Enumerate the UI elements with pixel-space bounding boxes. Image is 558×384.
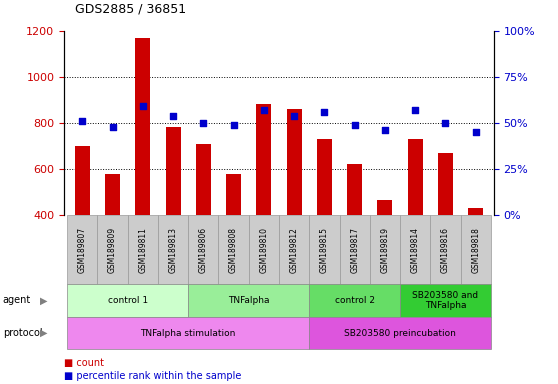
- Bar: [219, 215, 249, 284]
- Text: agent: agent: [3, 295, 31, 306]
- Bar: [196, 144, 211, 215]
- Bar: [400, 284, 491, 317]
- Point: [229, 122, 238, 128]
- Bar: [279, 215, 309, 284]
- Bar: [370, 215, 400, 284]
- Bar: [256, 104, 271, 215]
- Text: ▶: ▶: [40, 328, 47, 338]
- Point: [199, 120, 208, 126]
- Text: GSM189810: GSM189810: [259, 227, 268, 273]
- Bar: [67, 284, 188, 317]
- Point: [290, 113, 299, 119]
- Bar: [339, 215, 370, 284]
- Bar: [309, 284, 400, 317]
- Text: SB203580 and
TNFalpha: SB203580 and TNFalpha: [412, 291, 478, 310]
- Point: [411, 107, 420, 113]
- Point: [381, 127, 389, 133]
- Bar: [166, 127, 181, 215]
- Point: [259, 107, 268, 113]
- Point: [78, 118, 87, 124]
- Text: GSM189806: GSM189806: [199, 227, 208, 273]
- Bar: [400, 215, 430, 284]
- Text: ▶: ▶: [40, 295, 47, 306]
- Point: [350, 122, 359, 128]
- Text: protocol: protocol: [3, 328, 42, 338]
- Point: [138, 103, 147, 109]
- Point: [471, 129, 480, 135]
- Bar: [98, 215, 128, 284]
- Point: [169, 113, 177, 119]
- Text: ■ percentile rank within the sample: ■ percentile rank within the sample: [64, 371, 242, 381]
- Point: [441, 120, 450, 126]
- Bar: [249, 215, 279, 284]
- Bar: [67, 317, 309, 349]
- Bar: [377, 200, 392, 215]
- Bar: [309, 215, 339, 284]
- Bar: [188, 215, 219, 284]
- Text: GDS2885 / 36851: GDS2885 / 36851: [75, 2, 186, 15]
- Bar: [347, 164, 362, 215]
- Text: GSM189808: GSM189808: [229, 227, 238, 273]
- Bar: [430, 215, 460, 284]
- Bar: [317, 139, 332, 215]
- Text: GSM189814: GSM189814: [411, 227, 420, 273]
- Text: GSM189817: GSM189817: [350, 227, 359, 273]
- Text: GSM189812: GSM189812: [290, 227, 299, 273]
- Bar: [468, 208, 483, 215]
- Text: GSM189815: GSM189815: [320, 227, 329, 273]
- Text: GSM189811: GSM189811: [138, 227, 147, 273]
- Text: TNFalpha: TNFalpha: [228, 296, 270, 305]
- Text: GSM189813: GSM189813: [169, 227, 177, 273]
- Text: GSM189818: GSM189818: [471, 227, 480, 273]
- Text: control 2: control 2: [335, 296, 374, 305]
- Bar: [158, 215, 188, 284]
- Bar: [287, 109, 302, 215]
- Bar: [460, 215, 491, 284]
- Bar: [309, 317, 491, 349]
- Bar: [128, 215, 158, 284]
- Text: TNFalpha stimulation: TNFalpha stimulation: [141, 329, 236, 338]
- Bar: [407, 139, 423, 215]
- Text: GSM189809: GSM189809: [108, 227, 117, 273]
- Text: GSM189819: GSM189819: [381, 227, 389, 273]
- Bar: [135, 38, 151, 215]
- Text: SB203580 preincubation: SB203580 preincubation: [344, 329, 456, 338]
- Bar: [438, 153, 453, 215]
- Bar: [226, 174, 241, 215]
- Bar: [67, 215, 98, 284]
- Bar: [105, 174, 120, 215]
- Text: ■ count: ■ count: [64, 358, 104, 368]
- Point: [108, 124, 117, 130]
- Point: [320, 109, 329, 115]
- Text: GSM189816: GSM189816: [441, 227, 450, 273]
- Bar: [75, 146, 90, 215]
- Bar: [188, 284, 309, 317]
- Text: GSM189807: GSM189807: [78, 227, 87, 273]
- Text: control 1: control 1: [108, 296, 148, 305]
